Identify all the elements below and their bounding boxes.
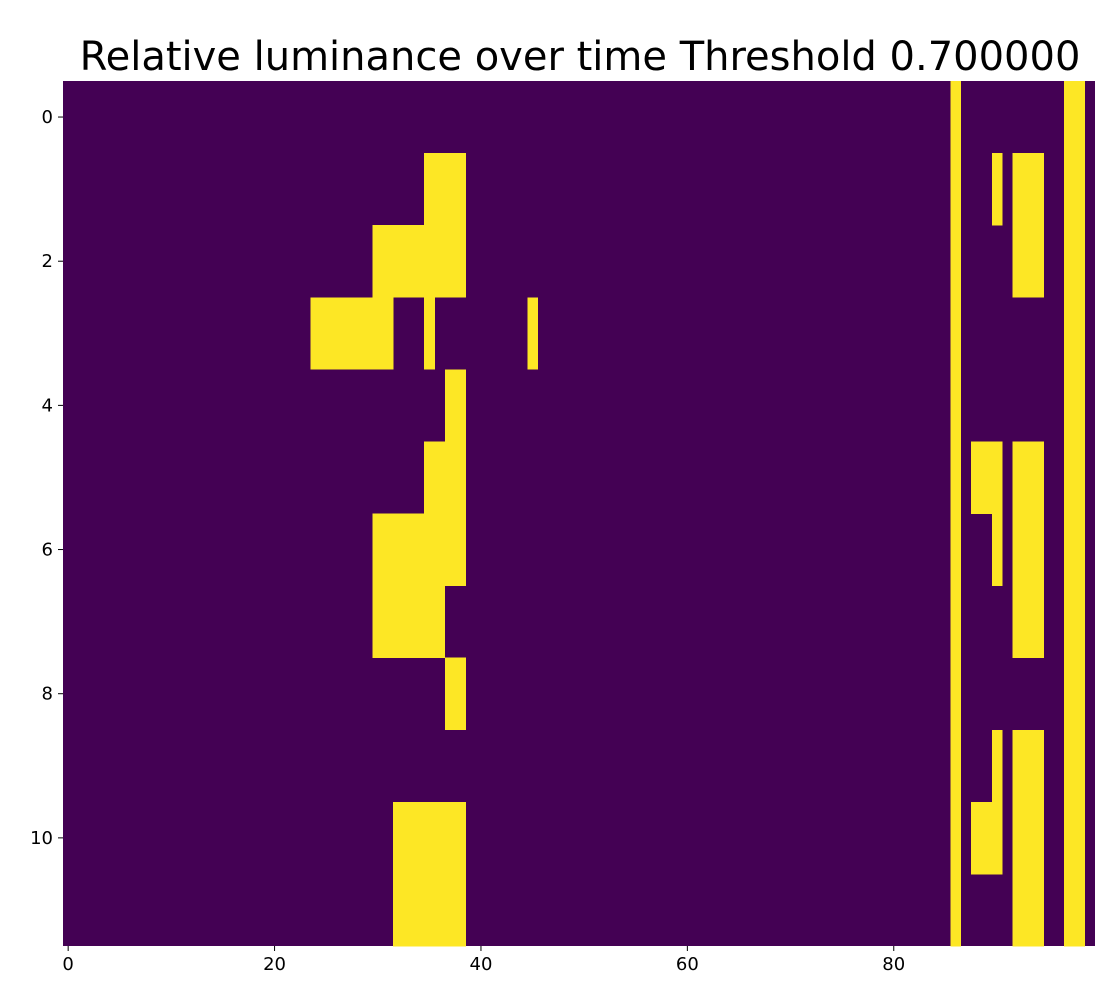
y-tick-label: 8: [42, 684, 53, 705]
heatmap-cell-on: [1064, 441, 1086, 514]
heatmap-cells: [63, 81, 1095, 947]
y-tick-label: 6: [42, 540, 53, 561]
heatmap-cell-on: [424, 297, 435, 370]
x-tick-label: 40: [470, 954, 493, 975]
heatmap-cell-on: [1012, 873, 1044, 947]
heatmap-cell-on: [1012, 585, 1044, 659]
heatmap-cell-on: [950, 873, 962, 947]
heatmap-cell-on: [991, 729, 1003, 803]
heatmap-cell-on: [1012, 729, 1044, 803]
heatmap-cell-on: [527, 297, 539, 370]
y-tick-label: 0: [42, 107, 53, 128]
heatmap-cell-on: [950, 441, 962, 514]
heatmap-cell-on: [393, 801, 466, 875]
heatmap-cell-on: [1064, 801, 1086, 875]
axes: 0 20 40 60 80 0 2 4 6 8 10: [30, 107, 905, 975]
heatmap-background: [63, 81, 1095, 946]
heatmap-cell-on: [372, 513, 466, 586]
heatmap-cell-on: [1064, 513, 1086, 586]
heatmap-cell-on: [1064, 873, 1086, 947]
x-tick-label: 80: [882, 954, 905, 975]
x-tick-label: 0: [62, 954, 73, 975]
heatmap-cell-on: [1064, 153, 1086, 226]
heatmap-cell-on: [393, 873, 466, 947]
heatmap-cell-on: [1064, 225, 1086, 298]
heatmap-cell-on: [372, 585, 446, 659]
heatmap-cell-on: [372, 225, 466, 298]
heatmap-cell-on: [950, 729, 962, 803]
heatmap-cell-on: [1012, 513, 1044, 586]
y-tick-label: 4: [42, 395, 53, 416]
heatmap-cell-on: [950, 297, 962, 370]
heatmap-cell-on: [950, 225, 962, 298]
x-tick-label: 60: [676, 954, 699, 975]
heatmap-cell-on: [950, 513, 962, 586]
heatmap-cell-on: [1012, 801, 1044, 875]
heatmap-cell-on: [950, 801, 962, 875]
heatmap-cell-on: [991, 153, 1003, 226]
heatmap-cell-on: [1064, 729, 1086, 803]
heatmap-cell-on: [950, 657, 962, 731]
heatmap-cell-on: [1064, 657, 1086, 731]
heatmap-cell-on: [1012, 153, 1044, 226]
heatmap-cell-on: [950, 81, 962, 154]
y-tick-label: 2: [42, 251, 53, 272]
heatmap-cell-on: [950, 369, 962, 442]
heatmap-cell-on: [1064, 369, 1086, 442]
heatmap-cell-on: [1064, 585, 1086, 659]
heatmap-cell-on: [950, 585, 962, 659]
heatmap-cell-on: [991, 513, 1003, 586]
heatmap-cell-on: [1012, 225, 1044, 298]
heatmap-cell-on: [444, 657, 466, 731]
heatmap-cell-on: [444, 369, 466, 442]
heatmap-cell-on: [310, 297, 394, 370]
heatmap-cell-on: [1012, 441, 1044, 514]
heatmap-cell-on: [424, 153, 466, 226]
x-tick-label: 20: [263, 954, 286, 975]
heatmap-cell-on: [950, 153, 962, 226]
y-tick-label: 10: [30, 828, 53, 849]
heatmap-cell-on: [1064, 81, 1086, 154]
heatmap-cell-on: [1064, 297, 1086, 370]
heatmap-cell-on: [971, 801, 1003, 875]
heatmap-cell-on: [971, 441, 1003, 514]
heatmap-cell-on: [424, 441, 466, 514]
chart-title: Relative luminance over time Threshold 0…: [79, 34, 1081, 80]
